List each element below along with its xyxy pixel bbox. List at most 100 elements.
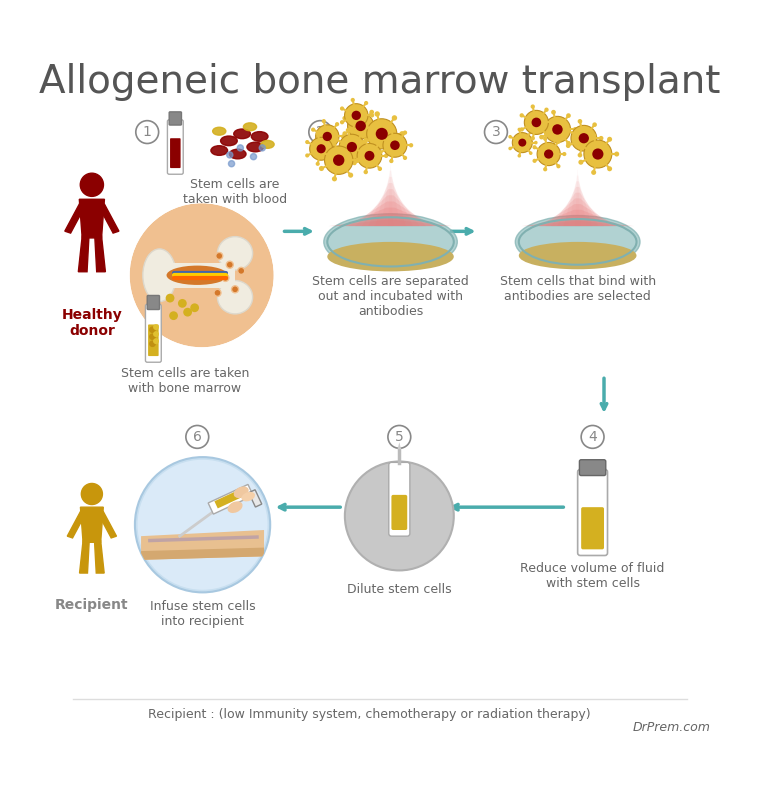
Circle shape [186,426,209,448]
Circle shape [520,113,524,118]
Circle shape [383,134,407,158]
Circle shape [403,156,407,160]
Circle shape [378,166,382,171]
Circle shape [321,150,326,154]
FancyBboxPatch shape [391,495,407,530]
Circle shape [347,142,357,152]
Text: Allogeneic bone marrow transplant: Allogeneic bone marrow transplant [40,63,720,101]
Circle shape [388,426,410,448]
Circle shape [607,166,612,171]
Circle shape [81,483,103,505]
Circle shape [222,274,229,282]
Text: Stem cells are taken
with bone marrow: Stem cells are taken with bone marrow [121,366,249,394]
Polygon shape [575,170,581,226]
Circle shape [391,115,397,121]
Circle shape [138,460,268,590]
Circle shape [390,141,400,150]
Circle shape [551,110,556,114]
Circle shape [365,151,375,161]
Circle shape [581,426,604,448]
Circle shape [363,170,368,174]
Ellipse shape [211,146,227,155]
Circle shape [348,173,353,178]
Text: DrPrem.com: DrPrem.com [633,721,711,734]
Circle shape [364,126,369,130]
Polygon shape [214,490,242,509]
Polygon shape [362,189,420,226]
Circle shape [333,154,344,166]
Circle shape [361,140,366,146]
Text: Healthy
donor: Healthy donor [62,308,122,338]
Circle shape [403,130,407,134]
Polygon shape [81,507,103,542]
Polygon shape [99,204,119,233]
Circle shape [366,118,397,149]
Circle shape [154,325,158,330]
Circle shape [350,129,355,133]
Text: 5: 5 [395,430,404,444]
Polygon shape [382,170,400,226]
Circle shape [346,162,350,166]
Ellipse shape [519,242,637,270]
Circle shape [389,159,394,163]
Circle shape [335,146,339,151]
Circle shape [345,462,454,570]
Circle shape [214,290,221,296]
Ellipse shape [261,141,274,148]
Circle shape [150,327,155,332]
Polygon shape [563,182,592,226]
Circle shape [306,140,309,144]
Circle shape [130,203,274,347]
Circle shape [508,135,512,138]
Circle shape [369,110,374,114]
Circle shape [334,138,339,142]
Circle shape [508,146,512,150]
Ellipse shape [252,132,268,142]
Ellipse shape [328,242,454,271]
Circle shape [375,128,388,140]
Circle shape [311,141,315,146]
Polygon shape [539,204,616,226]
Polygon shape [342,208,439,226]
Circle shape [556,164,561,168]
Circle shape [354,106,359,111]
Circle shape [229,161,235,166]
Circle shape [375,111,380,117]
Circle shape [378,150,382,154]
Circle shape [578,160,584,165]
Circle shape [315,125,339,148]
FancyBboxPatch shape [169,112,182,125]
Circle shape [378,141,382,145]
Circle shape [166,294,175,302]
FancyBboxPatch shape [148,325,159,356]
Circle shape [315,132,320,136]
Text: Infuse stem cells
into recipient: Infuse stem cells into recipient [150,600,255,628]
Circle shape [529,130,533,134]
Circle shape [356,158,360,162]
Polygon shape [368,183,413,226]
Circle shape [524,110,549,134]
Circle shape [518,128,521,131]
Circle shape [537,142,560,166]
FancyBboxPatch shape [145,304,161,362]
Circle shape [360,158,365,162]
Polygon shape [79,199,104,238]
Circle shape [238,267,245,274]
Circle shape [334,146,339,151]
Circle shape [325,146,353,174]
Text: Reduce volume of fluid
with stem cells: Reduce volume of fluid with stem cells [521,562,665,590]
Polygon shape [569,175,586,226]
Circle shape [592,149,603,160]
Ellipse shape [227,502,242,513]
Circle shape [319,150,324,154]
FancyBboxPatch shape [167,120,183,174]
Circle shape [347,113,374,139]
Circle shape [544,107,549,112]
Polygon shape [78,236,89,272]
Text: Recipient : (low Immunity system, chemotherapy or radiation therapy): Recipient : (low Immunity system, chemot… [148,708,591,721]
Circle shape [543,167,547,171]
Circle shape [354,141,359,146]
Circle shape [544,133,549,138]
Circle shape [360,131,365,136]
Ellipse shape [243,123,257,130]
